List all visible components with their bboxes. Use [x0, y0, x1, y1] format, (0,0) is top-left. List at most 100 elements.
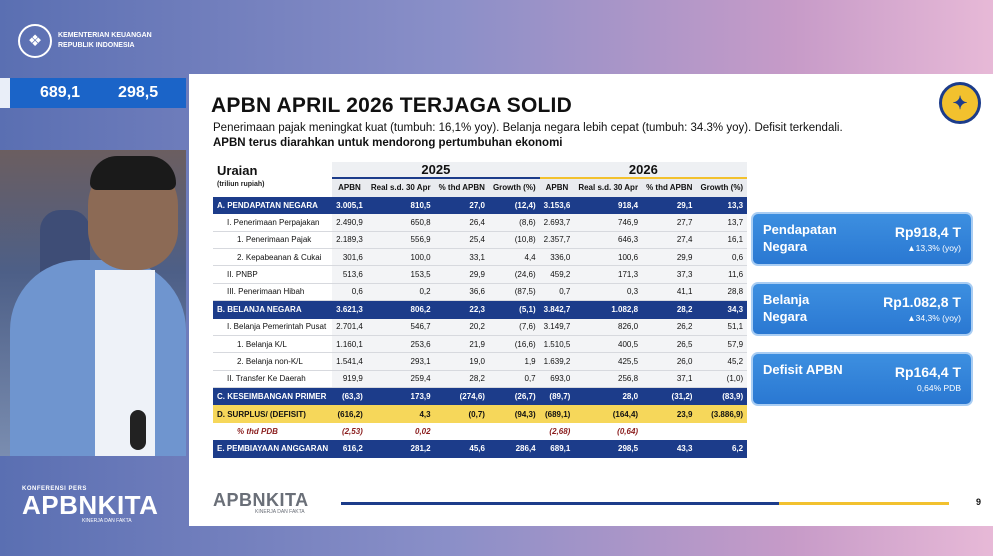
cell-value: 3.005,1	[332, 196, 367, 215]
cell-value: 4,4	[488, 248, 540, 267]
year-2025-header: 2025	[332, 162, 540, 180]
card-sub: ▲34,3% (yoy)	[907, 313, 961, 323]
uraian-header: Uraian	[217, 163, 258, 179]
microphone-icon	[130, 410, 146, 450]
cell-value: 256,8	[574, 370, 643, 389]
cell-value: 20,2	[434, 318, 489, 336]
cell-value: 0,02	[415, 427, 431, 437]
card-defisit: Defisit APBN Rp164,4 T 0,64% PDB	[751, 352, 973, 406]
cell-value: 298,5	[574, 440, 643, 458]
cell-value: 400,5	[574, 335, 643, 354]
cell-value: 281,2	[366, 440, 435, 458]
card-value: Rp164,4 T	[894, 364, 961, 380]
table-row: III. Penerimaan Hibah 0,6 0,2 36,6 (87,5) 0,7…	[213, 283, 748, 302]
card-value: Rp1.082,8 T	[883, 294, 961, 310]
cell-value: 650,8	[366, 214, 435, 232]
ticker-bar: 689,1 298,5	[0, 78, 186, 108]
cell-value	[489, 423, 540, 440]
cell-value: 1.510,5	[539, 335, 575, 354]
presentation-slide: APBN APRIL 2026 TERJAGA SOLID ✦ Penerima…	[189, 74, 993, 526]
year-2026-header: 2026	[539, 162, 748, 180]
cell-value: 2.357,7	[539, 231, 575, 249]
cell-value: (26,7)	[488, 388, 540, 406]
cell-value: 693,0	[539, 370, 575, 389]
cell-value: 43,3	[642, 440, 697, 458]
cell-value: 16,1	[696, 231, 748, 249]
card-label: Pendapatan Negara	[763, 222, 837, 254]
cell-value: (12,4)	[488, 196, 540, 215]
cell-value: 171,3	[574, 266, 643, 284]
slide-subtitle-bold: APBN terus diarahkan untuk mendorong per…	[213, 137, 563, 149]
cell-value: 51,1	[696, 318, 748, 336]
cell-value: 28,8	[696, 283, 748, 302]
cell-value: 26,5	[642, 335, 697, 354]
table-row: II. Transfer Ke Daerah 919,9 259,4 28,2 0,7 6…	[213, 370, 748, 389]
row-label: 1. Penerimaan Pajak	[213, 232, 333, 249]
cell-value: 22,3	[434, 301, 489, 319]
col-growth: Growth (%)	[696, 179, 748, 197]
table-row: D. SURPLUS/ (DEFISIT) (616,2) 4,3 (0,7) (94,…	[213, 405, 748, 423]
cell-value: 26,4	[434, 214, 489, 232]
cell-value: (16,6)	[488, 335, 540, 354]
ticker-value-2: 298,5	[118, 84, 159, 101]
cell-value: 28,2	[642, 301, 697, 319]
cell-value: 0,3	[574, 283, 643, 302]
cell-value: 29,1	[642, 196, 697, 215]
cell-value: (94,3)	[488, 405, 540, 423]
table-row: C. KESEIMBANGAN PRIMER (63,3) 173,9 (274,6)…	[213, 388, 748, 406]
event-small-label: KONFERENSI PERS	[22, 486, 87, 492]
kemenkeu-emblem-icon: ✦	[939, 82, 981, 124]
card-belanja: Belanja Negara Rp1.082,8 T ▲34,3% (yoy)	[751, 282, 973, 336]
cell-value: 26,0	[642, 353, 697, 371]
col-apbn: APBN	[539, 179, 575, 197]
summary-cards: Pendapatan Negara Rp918,4 T ▲13,3% (yoy)…	[751, 212, 973, 422]
cell-value: 1.541,4	[332, 353, 367, 371]
footer-tagline: KINERJA DAN FAKTA	[255, 509, 305, 515]
event-logo: KONFERENSI PERS APBNKITA KINERJA DAN FAK…	[22, 486, 158, 524]
cell-value: 45,2	[696, 353, 748, 371]
col-apbn: APBN	[332, 179, 367, 197]
cell-value: 0,6	[332, 283, 367, 302]
cell-value: 336,0	[539, 248, 575, 267]
cell-value: 27,4	[642, 231, 697, 249]
cell-value: 4,3	[366, 405, 435, 423]
row-label: D. SURPLUS/ (DEFISIT)	[213, 405, 333, 423]
slide-title: APBN APRIL 2026 TERJAGA SOLID	[211, 94, 572, 117]
cell-value: 1.639,2	[539, 353, 575, 371]
cell-value: (10,8)	[488, 231, 540, 249]
cell-value: 746,9	[574, 214, 643, 232]
cell-value: 6,2	[696, 440, 748, 458]
cell-value: 253,6	[366, 335, 435, 354]
cell-value: 806,2	[366, 301, 435, 319]
cell-value	[696, 423, 747, 440]
table-row: E. PEMBIAYAAN ANGGARAN 616,2 281,2 45,6 286,…	[213, 440, 748, 458]
footer-logo-text: APBNKITA	[213, 490, 309, 510]
cell-value: 513,6	[332, 266, 367, 284]
cell-value: (164,4)	[574, 405, 643, 423]
row-label: I. Belanja Pemerintah Pusat	[213, 319, 333, 336]
row-label: E. PEMBIAYAAN ANGGARAN	[213, 440, 333, 458]
cell-value: 2.693,7	[539, 214, 575, 232]
cell-value: (689,1)	[539, 405, 575, 423]
cell-value: 0,6	[696, 248, 748, 267]
col-pct: % thd APBN	[434, 179, 489, 197]
cell-value: (31,2)	[642, 388, 697, 406]
cell-value: 27,7	[642, 214, 697, 232]
cell-value: 19,0	[434, 353, 489, 371]
presenter-video	[0, 150, 186, 456]
table-row: 2. Kepabeanan & Cukai 301,6 100,0 33,1 4,4 33…	[213, 248, 748, 267]
cell-value: 919,9	[332, 370, 367, 389]
cell-value: 28,0	[574, 388, 643, 406]
cell-value: 45,6	[434, 440, 489, 458]
event-tagline: KINERJA DAN FAKTA	[82, 518, 132, 524]
cell-value: 259,4	[366, 370, 435, 389]
table-row: I. Penerimaan Perpajakan 2.490,9 650,8 26,4…	[213, 214, 748, 232]
cell-value: 459,2	[539, 266, 575, 284]
cell-value: 3.842,7	[539, 301, 575, 319]
footer-divider	[341, 502, 949, 505]
row-label: % thd PDB	[237, 427, 278, 437]
cell-value: 57,9	[696, 335, 748, 354]
page-number: 9	[975, 497, 981, 507]
cell-value: 33,1	[434, 248, 489, 267]
cell-value: 826,0	[574, 318, 643, 336]
